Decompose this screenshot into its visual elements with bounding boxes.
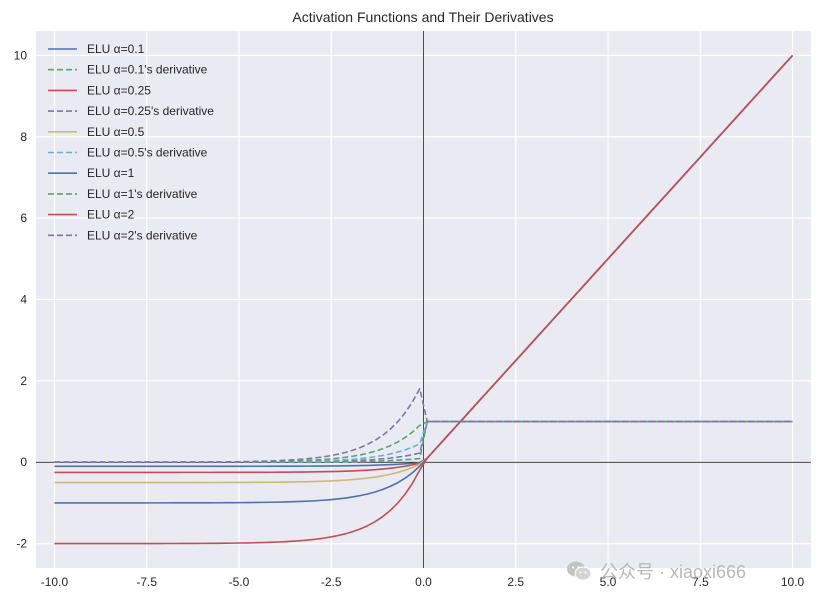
x-tick-label: -7.5: [136, 575, 157, 589]
legend-label: ELU α=1: [87, 166, 135, 180]
x-tick-label: -2.5: [321, 575, 342, 589]
legend-label: ELU α=0.25: [87, 83, 151, 97]
y-tick-label: 6: [20, 211, 27, 225]
legend-label: ELU α=0.1: [87, 42, 145, 56]
y-tick-label: 4: [20, 293, 27, 307]
series-layer: [54, 54, 794, 545]
series-line-10: [54, 387, 793, 464]
legend: ELU α=0.1 ELU α=0.1's derivative ELU α=0.2…: [48, 42, 214, 242]
y-axis-ticks: -2 0 2 4 6 8 10: [14, 48, 28, 550]
legend-label: ELU α=1's derivative: [87, 187, 198, 201]
wechat-icon: [567, 561, 592, 581]
legend-label: ELU α=0.5: [87, 125, 145, 139]
watermark: 公众号 · xiaoxi666: [566, 558, 746, 584]
series-line-9: [54, 54, 794, 545]
y-tick-label: -2: [16, 537, 27, 551]
y-tick-label: 8: [20, 130, 27, 144]
x-tick-label: -5.0: [229, 575, 250, 589]
y-tick-label: 2: [20, 374, 27, 388]
watermark-text: 公众号 · xiaoxi666: [600, 562, 747, 582]
legend-label: ELU α=0.25's derivative: [87, 104, 214, 118]
x-tick-label: -10.0: [41, 575, 69, 589]
x-tick-label: 7.5: [692, 575, 709, 589]
y-tick-label: 10: [14, 48, 28, 62]
x-tick-label: 5.0: [600, 575, 617, 589]
x-axis-ticks: -10.0 -7.5 -5.0 -2.5 0.0 2.5 5.0 7.5 10.0: [41, 575, 805, 589]
legend-label: ELU α=0.1's derivative: [87, 63, 208, 77]
legend-label: ELU α=2's derivative: [87, 228, 198, 242]
legend-label: ELU α=0.5's derivative: [87, 146, 208, 160]
x-tick-label: 0.0: [415, 575, 432, 589]
x-tick-label: 10.0: [781, 575, 805, 589]
x-tick-label: 2.5: [507, 575, 524, 589]
legend-label: ELU α=2: [87, 208, 135, 222]
chart-title: Activation Functions and Their Derivativ…: [292, 9, 553, 25]
y-tick-label: 0: [20, 455, 27, 469]
